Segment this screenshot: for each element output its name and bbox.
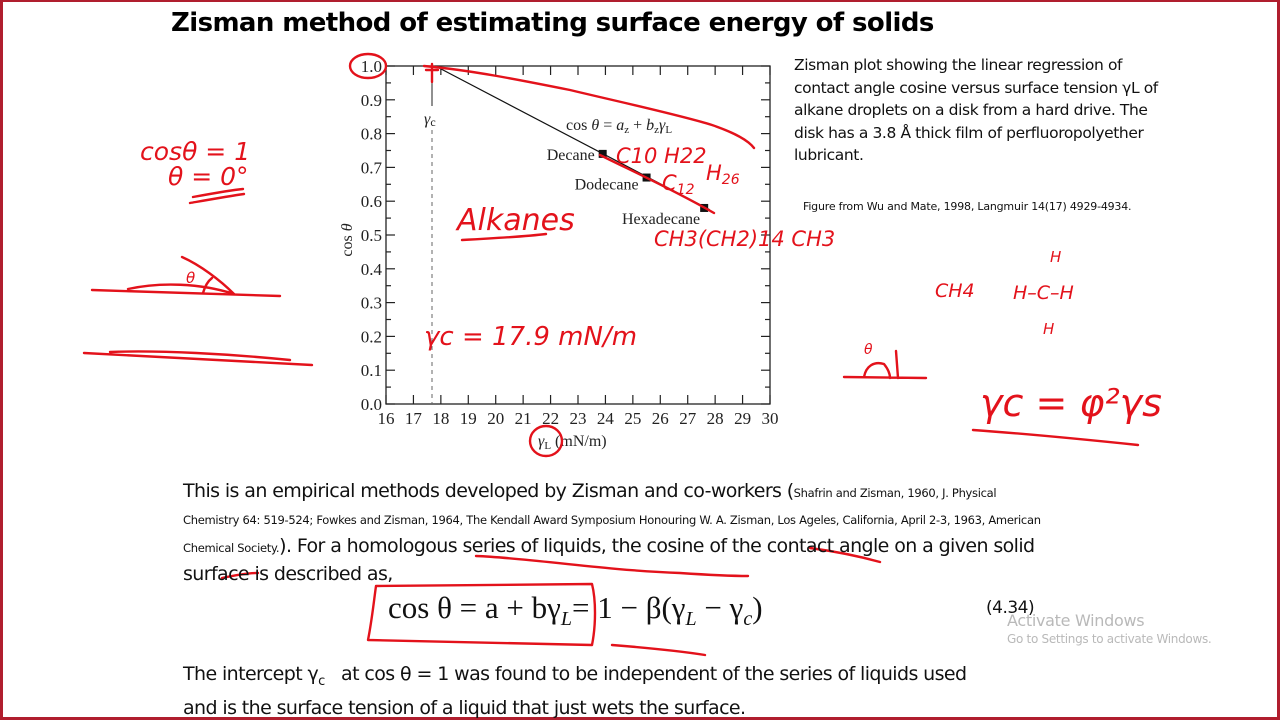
x-axis-tick-labels: 16 17 18 19 20 21 22 23 24 25 26 27 28 29 30 <box>378 409 779 428</box>
equation-rhs-close: ) <box>752 590 763 625</box>
fit-equation-label: cos θ = az + bzγL <box>566 117 672 136</box>
y-axis-ticks <box>386 65 770 405</box>
y-tick-label: 0.9 <box>361 91 382 110</box>
slide-title: Zisman method of estimating surface ener… <box>171 8 934 38</box>
data-point-label: Hexadecane <box>622 211 700 228</box>
figure-source: Figure from Wu and Mate, 1998, Langmuir … <box>803 200 1132 213</box>
x-axis-title: γL (mN/m) <box>538 433 607 452</box>
ink-curve-upper <box>422 64 756 150</box>
x-tick-label: 18 <box>432 409 449 428</box>
x-tick-label: 22 <box>542 409 559 428</box>
ink-underline-cosine <box>808 546 882 564</box>
ink-surface-line-2 <box>82 350 314 367</box>
ink-box-equation <box>366 582 597 647</box>
ink-underline-theta <box>188 187 246 205</box>
ink-c10: C10 H22 <box>616 144 707 168</box>
ink-circle-1.0 <box>348 52 388 80</box>
x-tick-label: 23 <box>570 409 587 428</box>
ink-theta-eq: θ = 0° <box>168 162 249 191</box>
ink-underline-described <box>474 554 750 578</box>
x-tick-label: 27 <box>679 409 697 428</box>
equation-lhs: cos θ = a + bγ <box>388 590 561 625</box>
zisman-equation: cos θ = a + bγL= 1 − β(γL − γc) <box>388 590 763 631</box>
y-tick-label: 0.7 <box>361 158 383 177</box>
y-tick-label: 1.0 <box>361 57 382 76</box>
activate-windows-watermark: Activate Windows Go to Settings to activ… <box>1007 611 1212 646</box>
ink-mark-intercept <box>424 62 440 84</box>
watermark-line1: Activate Windows <box>1007 611 1145 630</box>
conclusion-line1-a: The intercept γ <box>183 663 319 685</box>
ink-methane-h-top: H <box>1050 248 1061 266</box>
ink-methane: CH4 <box>935 280 975 302</box>
y-tick-label: 0.2 <box>361 327 382 346</box>
x-tick-label: 29 <box>734 409 751 428</box>
y-tick-label: 0.3 <box>361 294 382 313</box>
ink-annotations: θ θ <box>82 52 1140 657</box>
y-axis-tick-labels: 0.0 0.1 0.2 0.3 0.4 0.5 0.6 0.7 0.8 0.9 1.0 <box>361 57 383 414</box>
para-lead: This is an empirical methods developed b… <box>183 480 794 502</box>
equation-sub-c: c <box>743 608 753 631</box>
data-point-marker <box>598 149 607 158</box>
conclusion-line2: and is the surface tension of a liquid t… <box>183 696 746 719</box>
ink-hexadecane-formula: CH3(CH2)14 CH3 <box>654 227 835 251</box>
y-tick-label: 0.4 <box>361 260 383 279</box>
x-tick-label: 25 <box>624 409 641 428</box>
y-tick-label: 0.8 <box>361 125 382 144</box>
ink-gamma-c-value: γc = 17.9 mN/m <box>424 322 637 352</box>
ink-underline-rhs <box>610 643 707 657</box>
data-point-labels: Decane Dodecane Hexadecane <box>547 147 700 228</box>
ink-droplet-sketch <box>126 255 236 296</box>
y-tick-label: 0.6 <box>361 192 382 211</box>
conclusion-line1-b: at cos θ = 1 was found to be independent… <box>324 663 967 685</box>
equation-rhs: = 1 − β(γ <box>571 590 686 625</box>
x-tick-label: 20 <box>487 409 504 428</box>
ink-underline-alkanes <box>460 232 548 242</box>
data-point-label: Dodecane <box>575 177 639 194</box>
ink-theta-left: θ <box>186 269 195 287</box>
ink-cos-eq: cosθ = 1 <box>140 137 250 166</box>
x-tick-label: 30 <box>762 409 779 428</box>
ink-underline-fox <box>971 428 1140 447</box>
x-tick-label: 28 <box>707 409 724 428</box>
watermark-line2: Go to Settings to activate Windows. <box>1007 632 1212 646</box>
data-point-label: Decane <box>547 147 595 164</box>
equation-sub-L: L <box>560 608 572 631</box>
figure-caption: Zisman plot showing the linear regressio… <box>794 56 1158 164</box>
equation-rhs-b: − γ <box>696 590 744 625</box>
para-references: Shafrin and Zisman, 1960, J. Physical Ch… <box>183 486 1041 555</box>
ink-fox-equation: γc = φ²γs <box>980 381 1162 425</box>
x-tick-label: 21 <box>515 409 532 428</box>
ink-methane-structure: H–C–H <box>1013 282 1074 304</box>
y-axis-title: cos θ <box>339 223 356 256</box>
x-tick-label: 17 <box>405 409 423 428</box>
y-tick-label: 0.0 <box>361 395 382 414</box>
y-tick-label: 0.1 <box>361 361 382 380</box>
x-tick-label: 16 <box>378 409 395 428</box>
ink-underline-on <box>220 571 260 580</box>
ink-alkanes: Alkanes <box>455 203 575 238</box>
ink-methane-h-bottom: H <box>1043 320 1054 338</box>
ink-circle-gammaL <box>528 424 564 458</box>
ink-droplet-sketch-right <box>842 349 928 380</box>
ink-theta-right: θ <box>864 342 873 358</box>
equation-sub-L2: L <box>685 608 697 631</box>
body-paragraph: This is an empirical methods developed b… <box>183 478 1043 588</box>
conclusion-sub-c: c <box>318 673 325 689</box>
x-tick-label: 24 <box>597 409 615 428</box>
equation-number: (4.34) <box>986 598 1035 618</box>
gamma-c-label: γc <box>424 111 436 129</box>
conclusion-text: The intercept γc at cos θ = 1 was found … <box>183 661 1083 722</box>
para-tail: ). For a homologous series of liquids, t… <box>183 535 1035 585</box>
x-tick-label: 26 <box>652 409 669 428</box>
ink-surface-line-1 <box>90 288 282 298</box>
ink-trace-fit <box>598 153 716 215</box>
x-tick-label: 19 <box>460 409 477 428</box>
y-tick-label: 0.5 <box>361 226 382 245</box>
